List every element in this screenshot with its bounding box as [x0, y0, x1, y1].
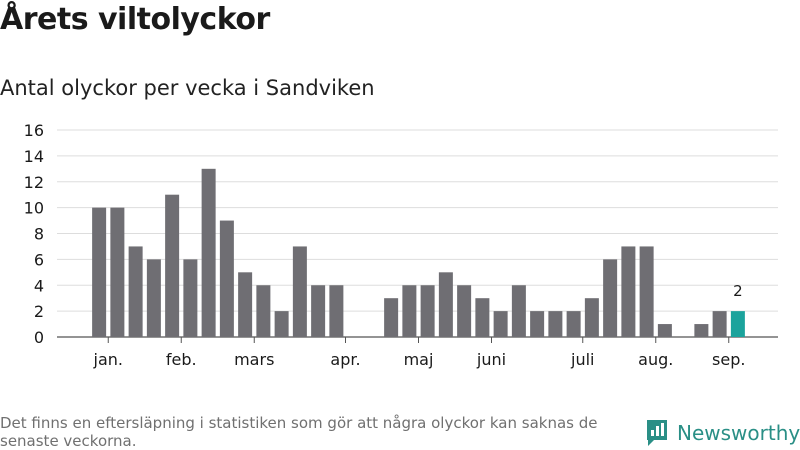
label-layer: 0 2 4 6 8 10 12 14 16 2 jan. feb. mars apr. maj juni jul… [24, 121, 746, 369]
y-tick-label: 14 [24, 147, 44, 166]
bar [694, 324, 709, 337]
x-tick-label: juni [476, 350, 506, 369]
bar [402, 285, 417, 337]
x-tick-label: juli [570, 350, 594, 369]
bar [603, 259, 618, 337]
bar-highlight [730, 311, 745, 337]
bar [657, 324, 672, 337]
x-tick-label: jan. [93, 350, 123, 369]
bar [438, 272, 453, 337]
brand-name: Newsworthy [677, 421, 800, 445]
bar [256, 285, 271, 337]
bar [639, 246, 654, 337]
bar [219, 220, 234, 337]
y-tick-label: 8 [34, 225, 44, 244]
x-tick-label: aug. [638, 350, 673, 369]
bar [420, 285, 435, 337]
x-tick-label: feb. [166, 350, 197, 369]
bar [493, 311, 508, 337]
bar [566, 311, 581, 337]
bar-data-label: 2 [733, 282, 743, 300]
bar [201, 168, 216, 337]
y-tick-label: 0 [34, 328, 44, 347]
bar [146, 259, 161, 337]
brand[interactable]: Newsworthy [645, 418, 800, 448]
y-tick-label: 4 [34, 276, 44, 295]
y-tick-label: 10 [24, 199, 44, 218]
bar [274, 311, 289, 337]
bar [511, 285, 526, 337]
chart-title: Årets viltolyckor [0, 2, 270, 37]
bar-layer [92, 168, 745, 337]
x-tick-label: sep. [712, 350, 745, 369]
bar [292, 246, 307, 337]
y-tick-label: 16 [24, 121, 44, 140]
bar [621, 246, 636, 337]
y-tick-label: 6 [34, 250, 44, 269]
bar [712, 311, 727, 337]
y-tick-label: 2 [34, 302, 44, 321]
bar [384, 298, 399, 337]
y-tick-label: 12 [24, 173, 44, 192]
bar [548, 311, 563, 337]
bar [475, 298, 490, 337]
x-tick-label: mars [234, 350, 274, 369]
bar [92, 207, 107, 337]
bar [165, 194, 180, 337]
bar [457, 285, 472, 337]
bar [110, 207, 125, 337]
chart-subtitle: Antal olyckor per vecka i Sandviken [0, 76, 375, 100]
bar [530, 311, 545, 337]
x-tick-label: apr. [330, 350, 360, 369]
bar [183, 259, 198, 337]
bar [584, 298, 599, 337]
x-tick-label: maj [404, 350, 434, 369]
bar [329, 285, 344, 337]
bar [238, 272, 253, 337]
bar [311, 285, 326, 337]
footnote: Det finns en eftersläpning i statistiken… [0, 414, 598, 450]
bar-chart: 0 2 4 6 8 10 12 14 16 2 jan. feb. mars apr. maj juni jul… [24, 121, 778, 369]
bar [128, 246, 143, 337]
newsworthy-logo-icon [647, 420, 667, 446]
